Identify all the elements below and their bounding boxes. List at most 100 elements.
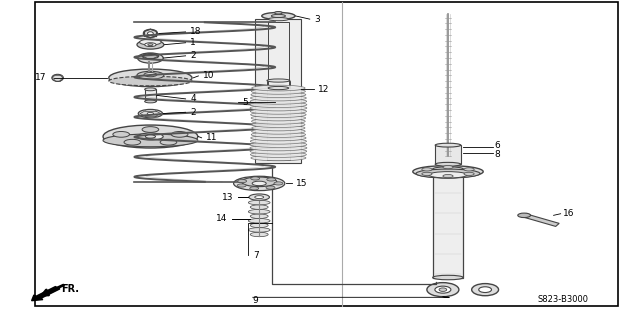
Text: 18: 18 [190, 27, 202, 36]
Text: 17: 17 [35, 73, 46, 82]
Ellipse shape [274, 182, 283, 185]
Text: 12: 12 [318, 85, 330, 94]
Bar [435, 145, 461, 164]
Ellipse shape [250, 223, 268, 227]
Ellipse shape [251, 177, 260, 180]
Ellipse shape [250, 152, 307, 158]
Text: 9: 9 [253, 296, 259, 305]
Text: 6: 6 [495, 141, 500, 150]
Ellipse shape [433, 167, 463, 171]
Ellipse shape [252, 132, 305, 137]
Ellipse shape [103, 125, 198, 148]
Ellipse shape [433, 275, 463, 280]
Ellipse shape [160, 139, 177, 145]
Text: 10: 10 [203, 71, 214, 80]
Ellipse shape [137, 40, 164, 49]
Text: 8: 8 [495, 150, 500, 159]
Ellipse shape [464, 168, 474, 171]
Ellipse shape [252, 125, 305, 131]
Text: 3: 3 [314, 15, 320, 24]
Bar [268, 22, 289, 88]
Ellipse shape [248, 219, 270, 223]
Ellipse shape [252, 181, 266, 186]
Ellipse shape [252, 85, 305, 91]
Ellipse shape [271, 14, 285, 18]
Bar [267, 80, 290, 160]
Text: FR.: FR. [61, 284, 79, 294]
Ellipse shape [268, 18, 289, 21]
Text: 4: 4 [190, 94, 196, 103]
Ellipse shape [142, 127, 159, 132]
Ellipse shape [124, 139, 141, 145]
Polygon shape [522, 214, 559, 226]
Ellipse shape [435, 286, 451, 293]
Ellipse shape [145, 88, 156, 91]
Text: 2: 2 [190, 51, 196, 60]
Ellipse shape [140, 39, 161, 45]
Ellipse shape [248, 228, 270, 232]
Text: 11: 11 [206, 133, 218, 142]
Ellipse shape [250, 105, 307, 111]
Ellipse shape [138, 133, 163, 140]
Ellipse shape [252, 118, 305, 124]
Ellipse shape [429, 172, 467, 178]
Ellipse shape [248, 210, 270, 214]
Ellipse shape [237, 180, 246, 183]
Ellipse shape [518, 213, 531, 218]
Ellipse shape [249, 194, 269, 200]
Ellipse shape [275, 11, 282, 14]
Ellipse shape [250, 142, 307, 147]
Ellipse shape [103, 134, 198, 147]
Ellipse shape [237, 184, 246, 187]
Ellipse shape [268, 86, 289, 90]
Ellipse shape [142, 54, 159, 59]
Ellipse shape [250, 205, 268, 209]
Ellipse shape [147, 113, 154, 115]
Ellipse shape [427, 283, 459, 297]
Ellipse shape [413, 166, 483, 178]
Text: 14: 14 [216, 214, 227, 223]
Ellipse shape [172, 131, 188, 137]
Ellipse shape [252, 129, 305, 134]
Ellipse shape [262, 12, 295, 19]
Ellipse shape [422, 168, 432, 171]
Ellipse shape [255, 196, 264, 198]
Ellipse shape [250, 187, 259, 190]
Bar [433, 169, 463, 278]
Ellipse shape [479, 287, 492, 293]
Ellipse shape [234, 176, 285, 191]
Bar [255, 19, 301, 163]
Ellipse shape [137, 71, 164, 79]
Ellipse shape [113, 131, 129, 137]
Ellipse shape [250, 148, 307, 154]
Ellipse shape [251, 155, 306, 161]
Text: S823-B3000: S823-B3000 [538, 295, 589, 304]
Ellipse shape [250, 232, 268, 237]
Text: 13: 13 [222, 193, 234, 202]
FancyArrow shape [31, 286, 60, 301]
Ellipse shape [252, 122, 305, 128]
Ellipse shape [267, 79, 290, 82]
Ellipse shape [443, 174, 453, 178]
Ellipse shape [250, 102, 307, 108]
Ellipse shape [267, 178, 276, 181]
Text: 15: 15 [296, 179, 308, 188]
Ellipse shape [250, 214, 268, 219]
Ellipse shape [52, 74, 63, 81]
Bar [145, 89, 156, 101]
Ellipse shape [145, 43, 156, 47]
Ellipse shape [250, 145, 307, 151]
Ellipse shape [416, 169, 480, 178]
Ellipse shape [251, 112, 306, 117]
Text: 5: 5 [243, 98, 248, 107]
Ellipse shape [250, 95, 307, 101]
Ellipse shape [144, 73, 157, 77]
Ellipse shape [443, 166, 453, 169]
Ellipse shape [145, 100, 156, 103]
Ellipse shape [252, 88, 305, 94]
Ellipse shape [250, 138, 307, 144]
Text: 7: 7 [253, 251, 259, 260]
Ellipse shape [145, 135, 156, 138]
Ellipse shape [439, 288, 447, 292]
Ellipse shape [248, 200, 270, 205]
